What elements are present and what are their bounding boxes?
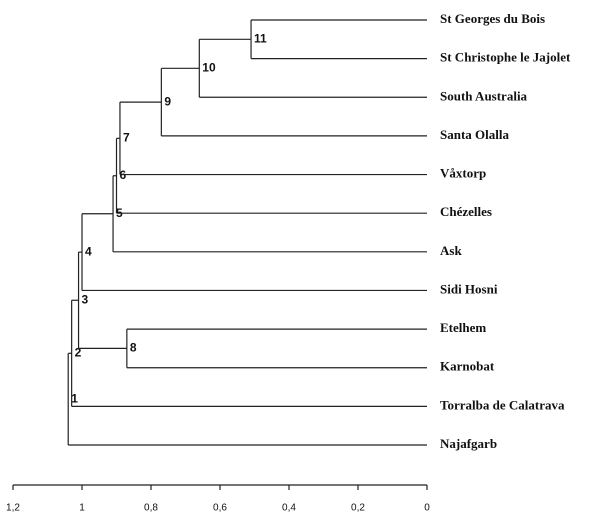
leaf-label: Najafgarb: [440, 436, 497, 451]
node-label: 10: [202, 60, 216, 74]
leaf-label: Torralba de Calatrava: [440, 397, 565, 412]
node-label: 11: [254, 31, 267, 45]
leaf-label: Sidi Hosni: [440, 281, 498, 296]
node-label: 7: [123, 130, 130, 144]
x-tick-label: 0: [424, 503, 430, 514]
node-label: 9: [164, 94, 171, 108]
leaf-label: Santa Olalla: [440, 127, 509, 142]
node-label: 3: [82, 292, 89, 306]
x-tick-label: 1,2: [6, 503, 20, 514]
x-tick-label: 1: [79, 503, 85, 514]
node-label: 4: [85, 244, 92, 258]
x-tick-label: 0,4: [282, 503, 296, 514]
leaf-label: Våxtorp: [440, 166, 486, 181]
x-tick-label: 0,6: [213, 503, 227, 514]
x-tick-label: 0,8: [144, 503, 158, 514]
leaf-label: St Christophe le Jajolet: [440, 50, 571, 65]
node-label: 8: [130, 341, 137, 355]
leaf-label: St Georges du Bois: [440, 11, 545, 26]
x-tick-label: 0,2: [351, 503, 365, 514]
leaf-label: Etelhem: [440, 320, 486, 335]
leaf-label: South Australia: [440, 88, 528, 103]
leaf-label: Karnobat: [440, 359, 495, 374]
node-label: 2: [75, 345, 82, 359]
leaf-label: Chézelles: [440, 204, 492, 219]
node-label: 1: [71, 391, 78, 405]
leaf-label: Ask: [440, 243, 462, 258]
